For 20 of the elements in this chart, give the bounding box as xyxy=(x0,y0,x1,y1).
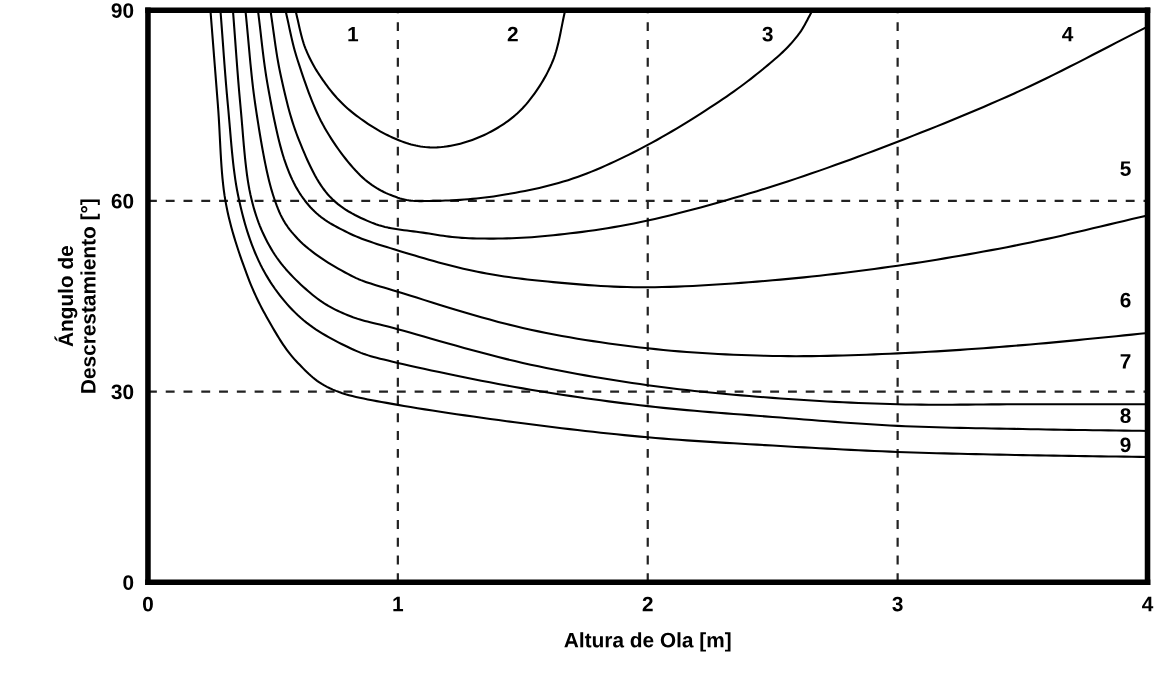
x-axis-title: Altura de Ola [m] xyxy=(564,632,731,652)
annotation: 6 xyxy=(1120,292,1131,308)
annotation: 3 xyxy=(762,26,773,42)
x-tick-label: 4 xyxy=(1142,596,1154,612)
x-tick-label: 0 xyxy=(142,596,153,612)
annotation: 5 xyxy=(1120,161,1131,176)
annotation: 2 xyxy=(507,26,518,42)
x-tick-label: 1 xyxy=(393,596,404,612)
y-tick-label: 60 xyxy=(111,193,134,209)
annotation: 1 xyxy=(348,26,359,42)
x-tick-label: 3 xyxy=(892,596,903,612)
annotation: 7 xyxy=(1120,354,1131,369)
y-tick-label: 0 xyxy=(123,575,134,590)
y-axis-title: Ángulo de Descrestamiento [°] xyxy=(54,199,100,393)
annotation: 9 xyxy=(1120,437,1131,453)
y-tick-label: 90 xyxy=(111,3,134,18)
annotation: 4 xyxy=(1062,26,1074,42)
y-tick-label: 30 xyxy=(111,384,134,400)
x-tick-label: 2 xyxy=(642,596,653,612)
annotation: 8 xyxy=(1120,408,1131,424)
